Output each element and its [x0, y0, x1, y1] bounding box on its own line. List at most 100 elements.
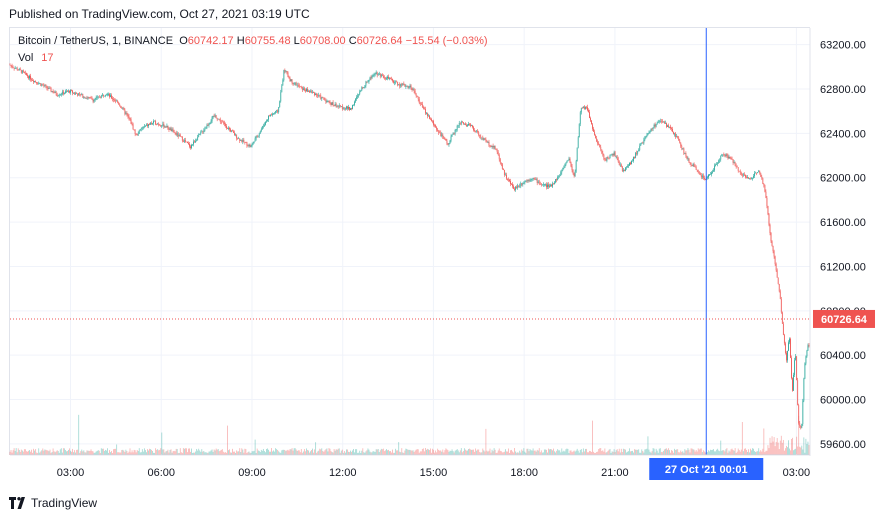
volume-bar — [258, 450, 260, 455]
volume-bar — [197, 450, 199, 455]
volume-bar — [100, 448, 102, 455]
candle-body — [450, 136, 452, 141]
volume-bar — [577, 450, 579, 455]
candle-body — [709, 174, 710, 175]
candle-body — [94, 99, 96, 101]
candle-body — [495, 148, 497, 150]
candle-body — [191, 145, 192, 148]
candle-body — [132, 124, 134, 130]
candle-body — [201, 131, 203, 133]
candle-body — [276, 110, 278, 112]
volume-bar — [102, 448, 104, 455]
candle-body — [741, 174, 743, 176]
volume-bar — [172, 451, 174, 455]
volume-bar — [802, 449, 804, 455]
candle-body — [703, 177, 705, 180]
candle-body — [528, 179, 530, 181]
candle-body — [781, 312, 783, 324]
candle-body — [673, 131, 674, 135]
candle-body — [530, 179, 532, 181]
candle-body — [690, 162, 692, 165]
volume-bar — [93, 452, 95, 455]
candle-body — [246, 142, 248, 146]
candle-body — [685, 153, 687, 156]
candle-body — [682, 148, 684, 149]
candle-body — [636, 152, 638, 154]
volume-bar — [699, 448, 701, 455]
candle-body — [134, 130, 136, 134]
volume-bar — [308, 450, 309, 455]
volume-bar — [756, 451, 758, 455]
volume-bar — [629, 448, 630, 455]
volume-bar — [694, 451, 696, 455]
candle-body — [424, 108, 426, 114]
candle-body — [757, 172, 759, 174]
candle-body — [628, 165, 629, 167]
candle-body — [796, 356, 798, 381]
candle-body — [727, 155, 729, 159]
candle-body — [702, 175, 704, 178]
candle-body — [434, 124, 436, 126]
candle-body — [349, 107, 350, 110]
volume-bar — [607, 450, 609, 455]
candle-body — [342, 108, 344, 110]
volume-bar — [520, 452, 522, 455]
candle-body — [579, 112, 581, 124]
volume-bar — [748, 449, 749, 455]
volume-bar — [544, 449, 546, 455]
tradingview-logo[interactable]: TradingView — [9, 496, 97, 510]
volume-bar — [234, 451, 236, 455]
candle-body — [193, 141, 194, 145]
candle-body — [571, 166, 573, 171]
symbol-legend[interactable]: Bitcoin / TetherUS, 1, BINANCE O60742.17… — [18, 35, 488, 47]
volume-bar — [458, 452, 460, 455]
candle-body — [115, 100, 117, 102]
volume-bar — [782, 439, 784, 455]
candle-body — [111, 95, 112, 99]
volume-bar — [334, 450, 336, 455]
volume-bar — [460, 448, 462, 455]
candle-body — [278, 107, 280, 113]
candle-body — [449, 140, 451, 144]
volume-legend[interactable]: Vol 17 — [18, 52, 54, 64]
volume-bar — [252, 451, 254, 455]
candle-body — [476, 130, 478, 132]
candle-body — [309, 91, 310, 93]
candle-body — [708, 174, 709, 178]
candle-body — [518, 185, 520, 187]
candle-body — [48, 87, 50, 89]
candle-body — [91, 98, 93, 100]
candle-body — [797, 380, 799, 406]
candle-body — [750, 178, 751, 180]
candle-body — [532, 177, 534, 179]
volume-bar — [695, 450, 697, 455]
candle-body — [120, 105, 122, 108]
volume-bar — [525, 452, 527, 455]
candle-body — [57, 95, 59, 97]
volume-bar — [261, 450, 263, 455]
candle-body — [162, 123, 164, 127]
candle-body — [762, 178, 764, 184]
candle-body — [75, 93, 77, 94]
volume-bar — [503, 451, 505, 455]
candle-body — [482, 137, 484, 140]
candle-body — [675, 133, 677, 138]
candle-body — [440, 132, 442, 137]
volume-bar — [114, 448, 116, 455]
volume-bar — [186, 448, 187, 455]
volume-bar — [150, 449, 151, 455]
candle-body — [527, 179, 529, 181]
candle-body — [786, 352, 787, 361]
volume-bar — [175, 448, 177, 455]
candle-body — [517, 185, 519, 188]
candle-body — [332, 102, 334, 106]
candle-body — [119, 104, 121, 106]
candle-body — [283, 70, 285, 81]
candle-body — [713, 170, 714, 172]
candle-body — [235, 134, 237, 136]
candle-body — [553, 183, 554, 185]
volume-bar — [271, 448, 272, 455]
candle-body — [361, 87, 363, 91]
volume-bar — [301, 452, 303, 455]
